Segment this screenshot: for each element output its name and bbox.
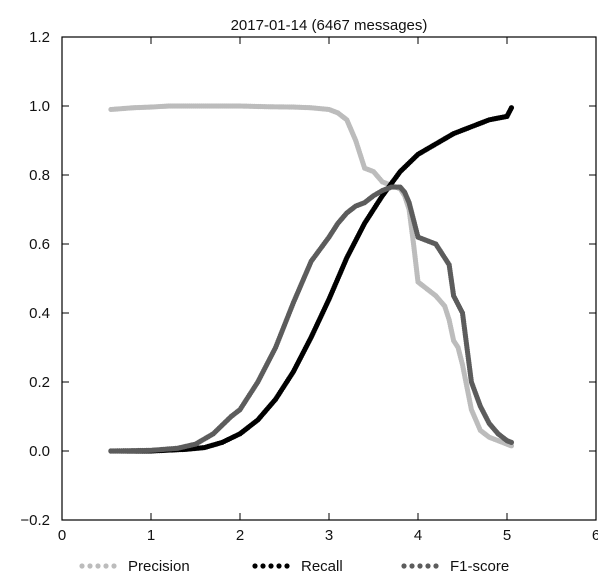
legend-label: F1-score: [450, 558, 509, 575]
data-point: [508, 439, 515, 445]
y-tick-label: 0.4: [29, 305, 50, 322]
legend-marker: [268, 563, 274, 569]
legend-marker: [87, 563, 93, 569]
legend-marker: [409, 563, 415, 569]
y-tick-label: 0.6: [29, 236, 50, 253]
y-tick-label: 0.0: [29, 443, 50, 460]
x-tick-label: 6: [592, 527, 598, 544]
legend-item: F1-score: [401, 558, 509, 575]
legend-item: Precision: [79, 558, 190, 575]
legend-marker: [79, 563, 85, 569]
plot-area: 0 1 2 3 4 5 6 −0.2 0.0 0.2 0.4 0.6 0.8 1.0 1.2: [20, 29, 598, 544]
x-tick-label: 0: [58, 527, 66, 544]
x-tick-label: 3: [325, 527, 333, 544]
chart-title: 2017-01-14 (6467 messages): [231, 17, 428, 34]
legend-marker: [276, 563, 282, 569]
legend-label: Recall: [301, 558, 343, 575]
x-tick-label: 2: [236, 527, 244, 544]
x-tick-label: 4: [414, 527, 422, 544]
legend-marker: [260, 563, 266, 569]
y-tick-label: −0.2: [20, 512, 50, 529]
legend-item: Recall: [252, 558, 343, 575]
legend-marker: [433, 563, 439, 569]
legend-marker: [252, 563, 258, 569]
legend-marker: [417, 563, 423, 569]
x-tick-label: 5: [503, 527, 511, 544]
series-2: [108, 184, 515, 454]
legend-marker: [401, 563, 407, 569]
legend-marker: [103, 563, 109, 569]
legend: Precision Recall F1-score: [79, 558, 509, 575]
legend-marker: [425, 563, 431, 569]
legend-marker: [95, 563, 101, 569]
legend-label: Precision: [128, 558, 190, 575]
y-tick-label: 1.0: [29, 98, 50, 115]
legend-marker: [111, 563, 117, 569]
legend-marker: [284, 563, 290, 569]
x-tick-label: 1: [147, 527, 155, 544]
y-tick-label: 1.2: [29, 29, 50, 46]
y-tick-label: 0.8: [29, 167, 50, 184]
y-tick-label: 0.2: [29, 374, 50, 391]
data-point: [508, 105, 515, 111]
